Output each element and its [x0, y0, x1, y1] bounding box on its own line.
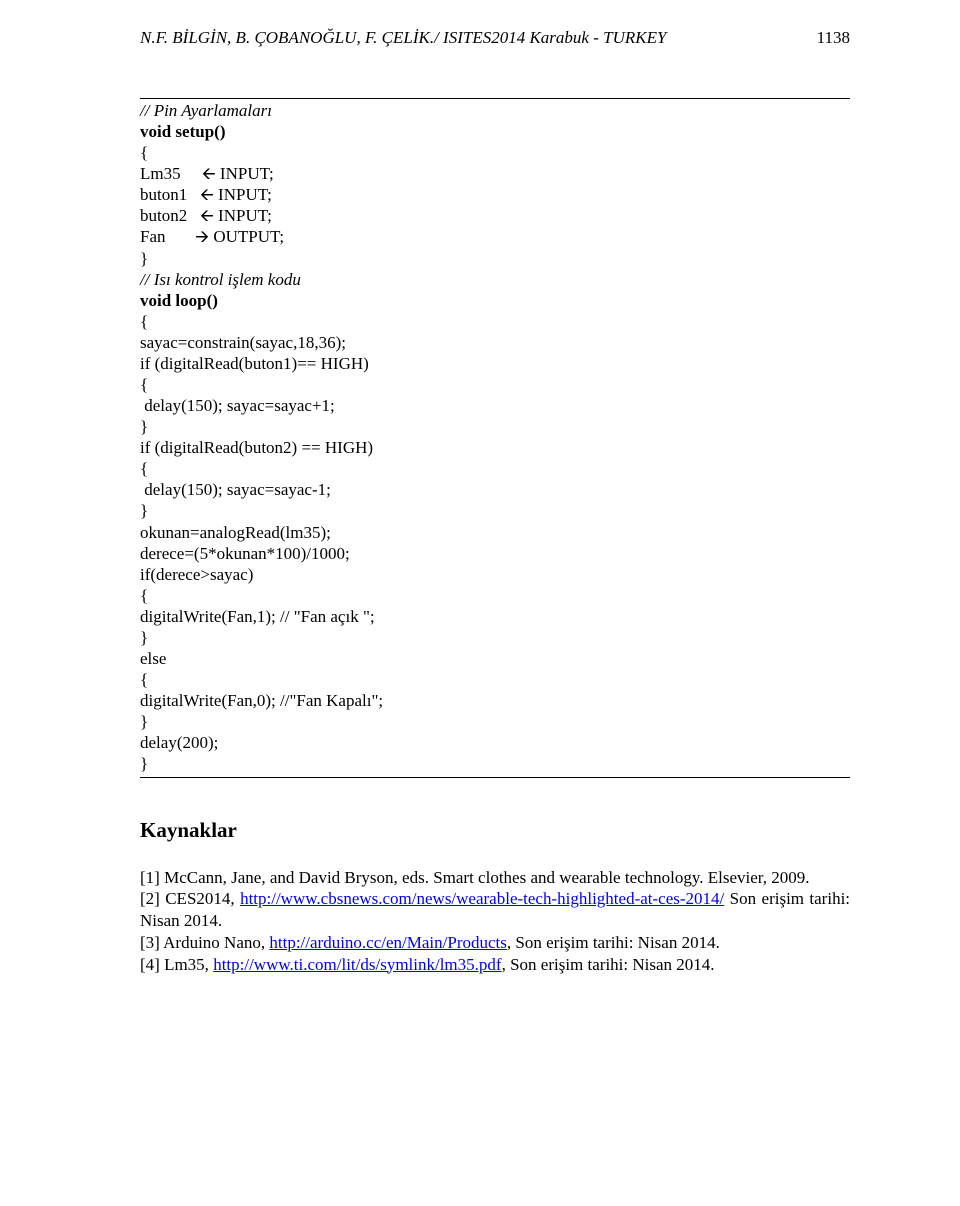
code-line: delay(200); [140, 732, 850, 753]
reference-link[interactable]: http://arduino.cc/en/Main/Products [269, 933, 507, 952]
reference-text: , Son erişim tarihi: Nisan 2014. [502, 955, 715, 974]
code-line: } [140, 753, 850, 774]
code-line: } [140, 248, 850, 269]
code-listing: // Pin Ayarlamaları void setup() { Lm35 … [140, 98, 850, 778]
code-line: } [140, 500, 850, 521]
code-text: Lm35 [140, 164, 202, 183]
header-page-number: 1138 [817, 28, 850, 48]
reference-link[interactable]: http://www.cbsnews.com/news/wearable-tec… [240, 889, 724, 908]
code-line: else [140, 648, 850, 669]
code-text: buton1 [140, 185, 200, 204]
reference-item: [3] Arduino Nano, http://arduino.cc/en/M… [140, 932, 850, 954]
reference-text: , Son erişim tarihi: Nisan 2014. [507, 933, 720, 952]
left-arrow-icon: 🡨 [202, 164, 216, 183]
code-text: Fan [140, 227, 195, 246]
references-list: [1] McCann, Jane, and David Bryson, eds.… [140, 867, 850, 976]
code-line: if(derece>sayac) [140, 564, 850, 585]
code-line: void setup() [140, 121, 850, 142]
code-line: // Isı kontrol işlem kodu [140, 269, 850, 290]
code-line: } [140, 711, 850, 732]
reference-text: [2] CES2014, [140, 889, 240, 908]
code-line: { [140, 142, 850, 163]
code-line: // Pin Ayarlamaları [140, 100, 850, 121]
code-line: { [140, 374, 850, 395]
left-arrow-icon: 🡨 [200, 185, 214, 204]
code-line: delay(150); sayac=sayac-1; [140, 479, 850, 500]
reference-item: [1] McCann, Jane, and David Bryson, eds.… [140, 867, 850, 889]
code-text: INPUT; [214, 185, 272, 204]
code-text: OUTPUT; [209, 227, 284, 246]
reference-item: [4] Lm35, http://www.ti.com/lit/ds/symli… [140, 954, 850, 976]
code-line: { [140, 458, 850, 479]
code-line: okunan=analogRead(lm35); [140, 522, 850, 543]
code-line: buton2 🡨 INPUT; [140, 205, 850, 226]
code-line: Fan 🡪 OUTPUT; [140, 226, 850, 247]
code-line: sayac=constrain(sayac,18,36); [140, 332, 850, 353]
left-arrow-icon: 🡨 [200, 206, 214, 225]
reference-item: [2] CES2014, http://www.cbsnews.com/news… [140, 888, 850, 932]
code-line: if (digitalRead(buton1)== HIGH) [140, 353, 850, 374]
reference-link[interactable]: http://www.ti.com/lit/ds/symlink/lm35.pd… [213, 955, 501, 974]
reference-text: [4] Lm35, [140, 955, 213, 974]
code-line: delay(150); sayac=sayac+1; [140, 395, 850, 416]
reference-text: [3] Arduino Nano, [140, 933, 269, 952]
code-line: digitalWrite(Fan,0); //"Fan Kapalı"; [140, 690, 850, 711]
page: N.F. BİLGİN, B. ÇOBANOĞLU, F. ÇELİK./ IS… [0, 0, 960, 1206]
code-line: Lm35 🡨 INPUT; [140, 163, 850, 184]
code-line: void loop() [140, 290, 850, 311]
references-heading: Kaynaklar [140, 818, 850, 843]
code-line: { [140, 311, 850, 332]
code-line: buton1 🡨 INPUT; [140, 184, 850, 205]
code-text: INPUT; [214, 206, 272, 225]
right-arrow-icon: 🡪 [195, 227, 209, 246]
code-text: INPUT; [216, 164, 274, 183]
code-line: digitalWrite(Fan,1); // "Fan açık "; [140, 606, 850, 627]
code-line: } [140, 416, 850, 437]
code-line: { [140, 669, 850, 690]
code-line: } [140, 627, 850, 648]
code-line: derece=(5*okunan*100)/1000; [140, 543, 850, 564]
code-line: if (digitalRead(buton2) == HIGH) [140, 437, 850, 458]
code-line: { [140, 585, 850, 606]
code-text: buton2 [140, 206, 200, 225]
page-header: N.F. BİLGİN, B. ÇOBANOĞLU, F. ÇELİK./ IS… [140, 28, 850, 48]
header-left: N.F. BİLGİN, B. ÇOBANOĞLU, F. ÇELİK./ IS… [140, 28, 666, 48]
